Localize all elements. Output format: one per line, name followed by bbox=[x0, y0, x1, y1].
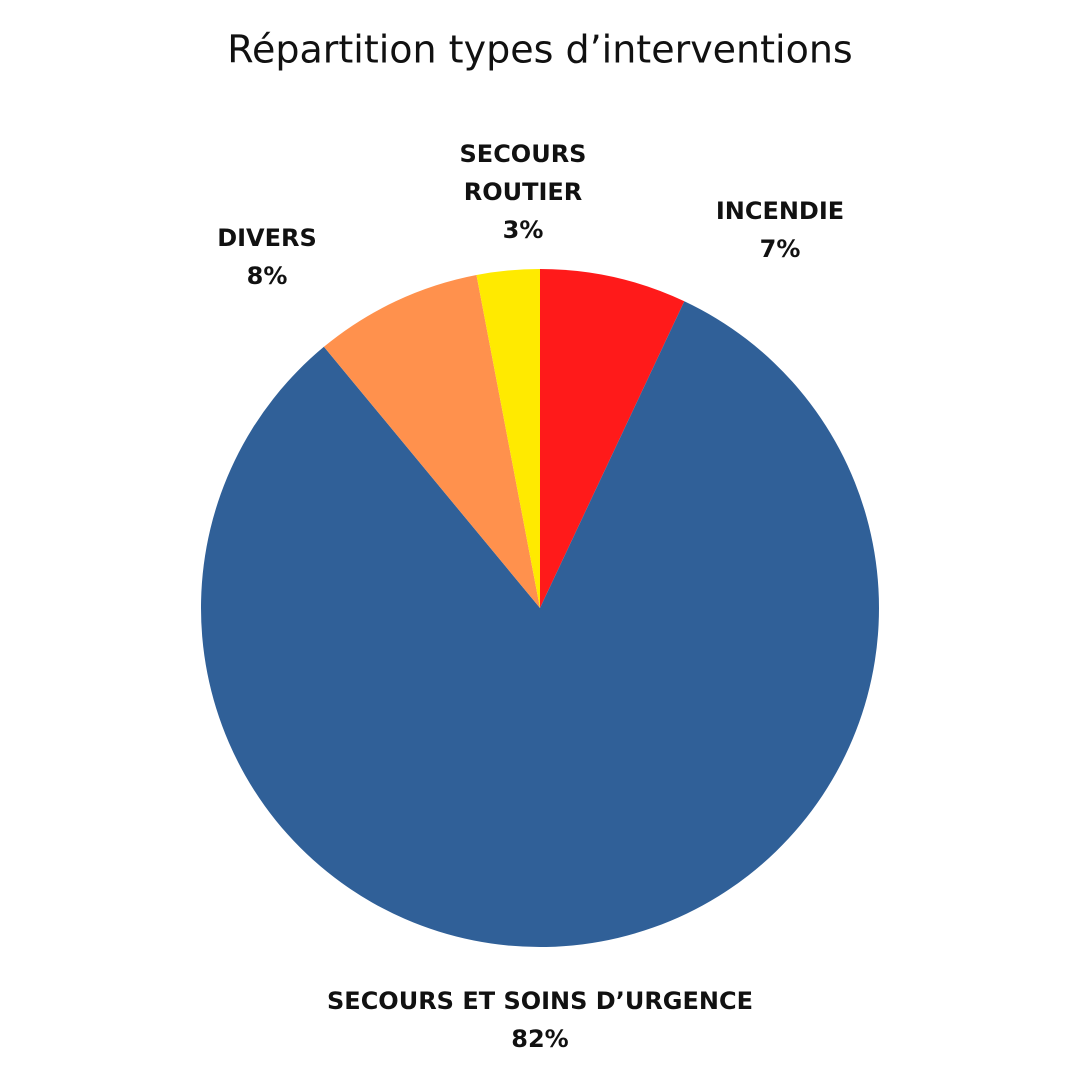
chart-title: Répartition types d’interventions bbox=[227, 28, 852, 72]
category-label: SECOURS ET SOINS D’URGENCE bbox=[327, 987, 753, 1015]
category-label: DIVERS bbox=[217, 224, 317, 252]
value-label: 7% bbox=[759, 235, 801, 263]
pie-slice bbox=[200, 301, 879, 947]
slice-label: INCENDIE 7% bbox=[680, 192, 880, 268]
category-label: SECOURS ROUTIER bbox=[459, 140, 587, 206]
category-label: INCENDIE bbox=[715, 197, 845, 225]
value-label: 82% bbox=[511, 1025, 569, 1053]
pie-slice bbox=[540, 269, 685, 608]
value-label: 3% bbox=[502, 216, 544, 244]
slice-label: SECOURS ET SOINS D’URGENCE 82% bbox=[240, 982, 840, 1058]
slice-label: DIVERS 8% bbox=[187, 219, 347, 295]
slice-label: SECOURS ROUTIER 3% bbox=[438, 135, 608, 249]
pie-slice bbox=[476, 269, 540, 608]
value-label: 8% bbox=[246, 262, 288, 290]
pie-slice bbox=[323, 275, 540, 608]
